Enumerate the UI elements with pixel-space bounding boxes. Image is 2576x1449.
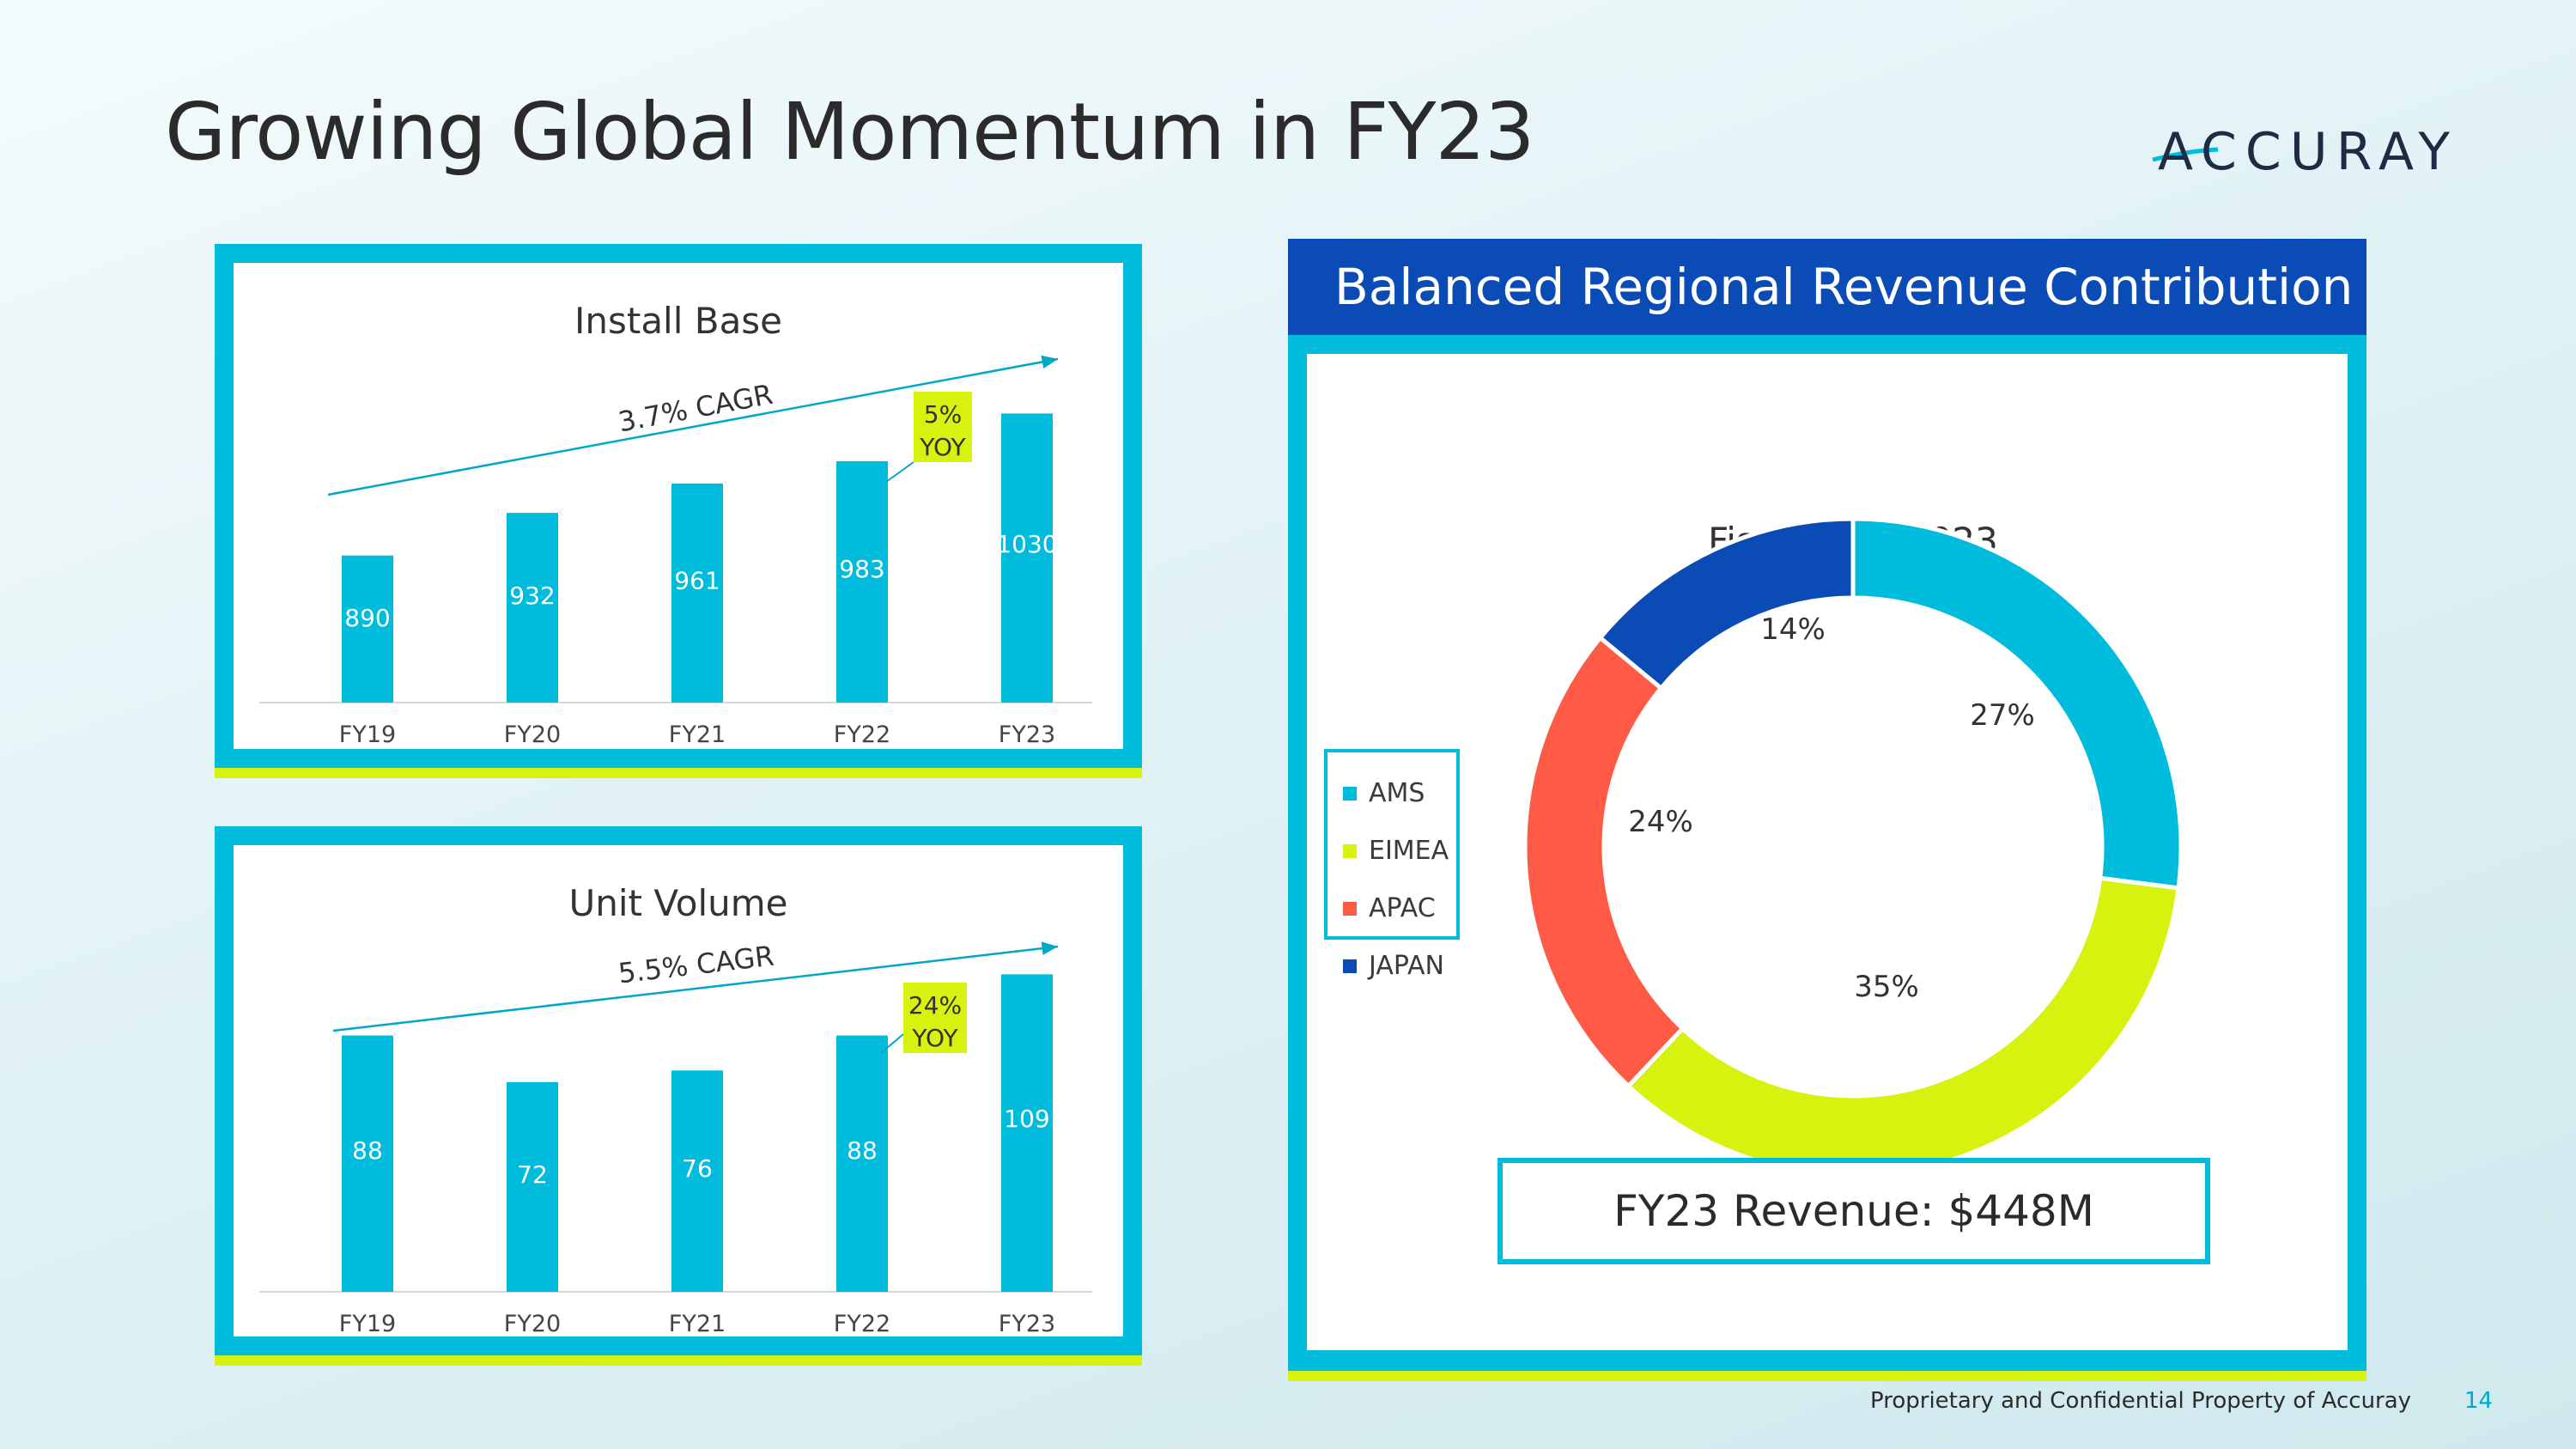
bar-fy19 <box>342 1035 393 1292</box>
legend-item-ams: AMS <box>1343 764 1456 822</box>
donut-slice-ams <box>1850 516 2184 891</box>
donut-slice-eimea <box>1625 875 2181 1178</box>
bar-fy23 <box>1001 974 1053 1292</box>
footer-confidential: Proprietary and Confidential Property of… <box>1870 1388 2412 1414</box>
yoy-callout-value: 5% <box>924 400 962 429</box>
install-base-panel: Install Base 890 FY19 932 FY20 961 FY21 983 FY22… <box>215 244 1142 778</box>
donut-value-label: 27% <box>1970 698 2035 733</box>
yoy-callout-unit: YOY <box>911 1024 958 1052</box>
x-tick-label: FY20 <box>504 721 561 748</box>
yoy-callout-value: 24% <box>908 991 962 1020</box>
x-tick-label: FY20 <box>504 1311 561 1336</box>
x-tick-label: FY19 <box>339 721 396 748</box>
legend-item-eimea: EIMEA <box>1343 822 1456 880</box>
legend-item-japan: JAPAN <box>1343 937 1456 995</box>
bar-value-label: 76 <box>682 1154 713 1183</box>
yoy-callout-leader <box>880 1033 904 1054</box>
legend-label-japan: JAPAN <box>1369 951 1444 981</box>
bar-fy19 <box>342 555 393 703</box>
bar-value-label: 109 <box>1004 1105 1049 1133</box>
logo-swoosh-icon <box>2152 147 2219 162</box>
yoy-callout-box <box>914 392 972 462</box>
legend-label-ams: AMS <box>1369 778 1425 808</box>
cagr-arrowhead <box>1041 355 1058 369</box>
regional-revenue-header: Balanced Regional Revenue Contribution <box>1288 239 2366 335</box>
unit-volume-panel: Unit Volume 88 FY19 72 FY20 76 FY21 88 FY22 109 FY… <box>215 826 1142 1366</box>
x-tick-label: FY23 <box>999 721 1055 748</box>
x-tick-label: FY21 <box>669 1311 726 1336</box>
bar-value-label: 932 <box>509 581 555 610</box>
bar-value-label: 983 <box>839 555 884 583</box>
bar-fy22 <box>836 460 888 703</box>
cagr-arrowhead <box>1041 941 1058 955</box>
cagr-trend-line <box>327 357 1059 496</box>
x-tick-label: FY22 <box>834 721 890 748</box>
donut-legend: AMS EIMEA APAC JAPAN <box>1324 749 1460 981</box>
donut-slice-apac <box>1522 634 1686 1090</box>
regional-revenue-panel: Balanced Regional Revenue Contribution F… <box>1288 239 2366 1381</box>
donut-slice-japan <box>1597 516 1856 691</box>
legend-label-apac: APAC <box>1369 893 1436 923</box>
yoy-callout-leader <box>885 461 914 483</box>
cagr-label: 3.7% CAGR <box>616 378 775 439</box>
donut-value-label: 14% <box>1760 612 1826 647</box>
bar-value-label: 961 <box>674 566 720 594</box>
fy23-revenue-box: FY23 Revenue: $448M <box>1498 1158 2210 1264</box>
page-number: 14 <box>2464 1388 2494 1414</box>
bar-fy23 <box>1001 413 1053 703</box>
regional-donut-chart: Fiscal Year 202327%35%24%14% <box>1522 516 2184 1178</box>
yoy-callout-unit: YOY <box>919 433 966 461</box>
yoy-callout-box <box>903 983 967 1053</box>
legend-swatch-apac <box>1343 901 1357 916</box>
legend-swatch-eimea <box>1343 843 1357 858</box>
slide-title: Growing Global Momentum in FY23 <box>165 86 1535 178</box>
bar-fy20 <box>507 1081 558 1292</box>
bar-fy21 <box>671 483 723 703</box>
bar-value-label: 1030 <box>996 530 1057 558</box>
bar-value-label: 88 <box>847 1136 878 1165</box>
chart-title: Install Base <box>574 300 782 342</box>
regional-revenue-body: Fiscal Year 202327%35%24%14% AMS EIMEA A… <box>1307 354 2348 1350</box>
chart-title: Unit Volume <box>568 882 787 924</box>
x-tick-label: FY19 <box>339 1311 396 1336</box>
bar-value-label: 72 <box>517 1160 548 1189</box>
bar-fy22 <box>836 1035 888 1292</box>
accuray-logo: ACCURAY <box>2151 122 2460 182</box>
bar-value-label: 890 <box>344 604 390 632</box>
logo-text: ACCURAY <box>2158 122 2458 182</box>
x-tick-label: FY23 <box>999 1311 1055 1336</box>
legend-item-apac: APAC <box>1343 880 1456 937</box>
install-base-chart: Install Base 890 FY19 932 FY20 961 FY21 983 FY22… <box>259 300 1092 748</box>
bar-fy21 <box>671 1070 723 1292</box>
donut-value-label: 24% <box>1628 805 1693 839</box>
legend-swatch-japan <box>1343 959 1357 973</box>
bar-fy20 <box>507 513 558 703</box>
cagr-trend-line <box>332 945 1059 1032</box>
bar-value-label: 88 <box>352 1136 383 1165</box>
legend-swatch-ams <box>1343 786 1357 801</box>
donut-value-label: 35% <box>1854 970 1919 1004</box>
x-tick-label: FY22 <box>834 1311 890 1336</box>
unit-volume-chart: Unit Volume 88 FY19 72 FY20 76 FY21 88 FY22 109 FY… <box>259 882 1092 1336</box>
legend-label-eimea: EIMEA <box>1369 836 1449 866</box>
x-tick-label: FY21 <box>669 721 726 748</box>
